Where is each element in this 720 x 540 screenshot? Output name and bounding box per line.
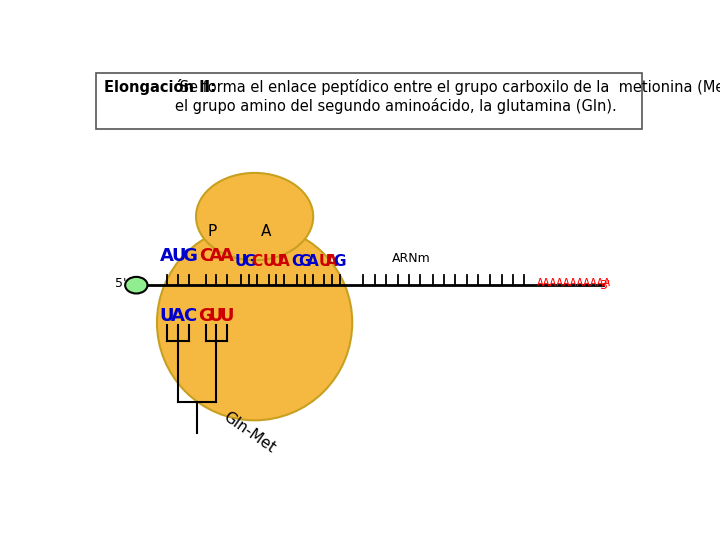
Text: Elongación II:: Elongación II: — [104, 79, 216, 96]
Text: 3': 3' — [599, 279, 611, 292]
Text: A: A — [160, 247, 174, 265]
Ellipse shape — [157, 225, 352, 420]
Text: A: A — [307, 254, 318, 268]
Text: Gln-Met: Gln-Met — [220, 409, 278, 456]
FancyBboxPatch shape — [96, 73, 642, 129]
Circle shape — [196, 173, 313, 260]
Text: G: G — [182, 247, 197, 265]
Text: Se forma el enlace peptídico entre el grupo carboxilo de la  metionina (Met) y
e: Se forma el enlace peptídico entre el gr… — [175, 79, 720, 114]
Text: G: G — [299, 254, 311, 268]
Text: U: U — [171, 247, 186, 265]
Text: U: U — [262, 254, 275, 268]
Text: U: U — [270, 254, 282, 268]
Text: ARNm: ARNm — [392, 252, 431, 265]
Text: G: G — [243, 254, 256, 268]
Text: C: C — [251, 254, 262, 268]
Text: A: A — [171, 307, 185, 325]
Text: U: U — [318, 254, 330, 268]
Text: C: C — [292, 254, 302, 268]
Text: AAAAAAAAAAA: AAAAAAAAAAA — [536, 278, 611, 288]
Circle shape — [125, 277, 148, 294]
Text: C: C — [183, 307, 196, 325]
Text: A: A — [261, 224, 271, 239]
Text: U: U — [160, 307, 174, 325]
Text: 5': 5' — [114, 276, 126, 289]
Text: C: C — [199, 247, 212, 265]
Text: P: P — [207, 224, 216, 239]
Text: A: A — [220, 247, 234, 265]
Text: U: U — [235, 254, 248, 268]
Text: U: U — [209, 307, 223, 325]
Text: A: A — [279, 254, 290, 268]
Text: A: A — [326, 254, 338, 268]
Text: G: G — [198, 307, 213, 325]
Text: G: G — [334, 254, 346, 268]
Text: A: A — [210, 247, 223, 265]
Text: U: U — [220, 307, 234, 325]
